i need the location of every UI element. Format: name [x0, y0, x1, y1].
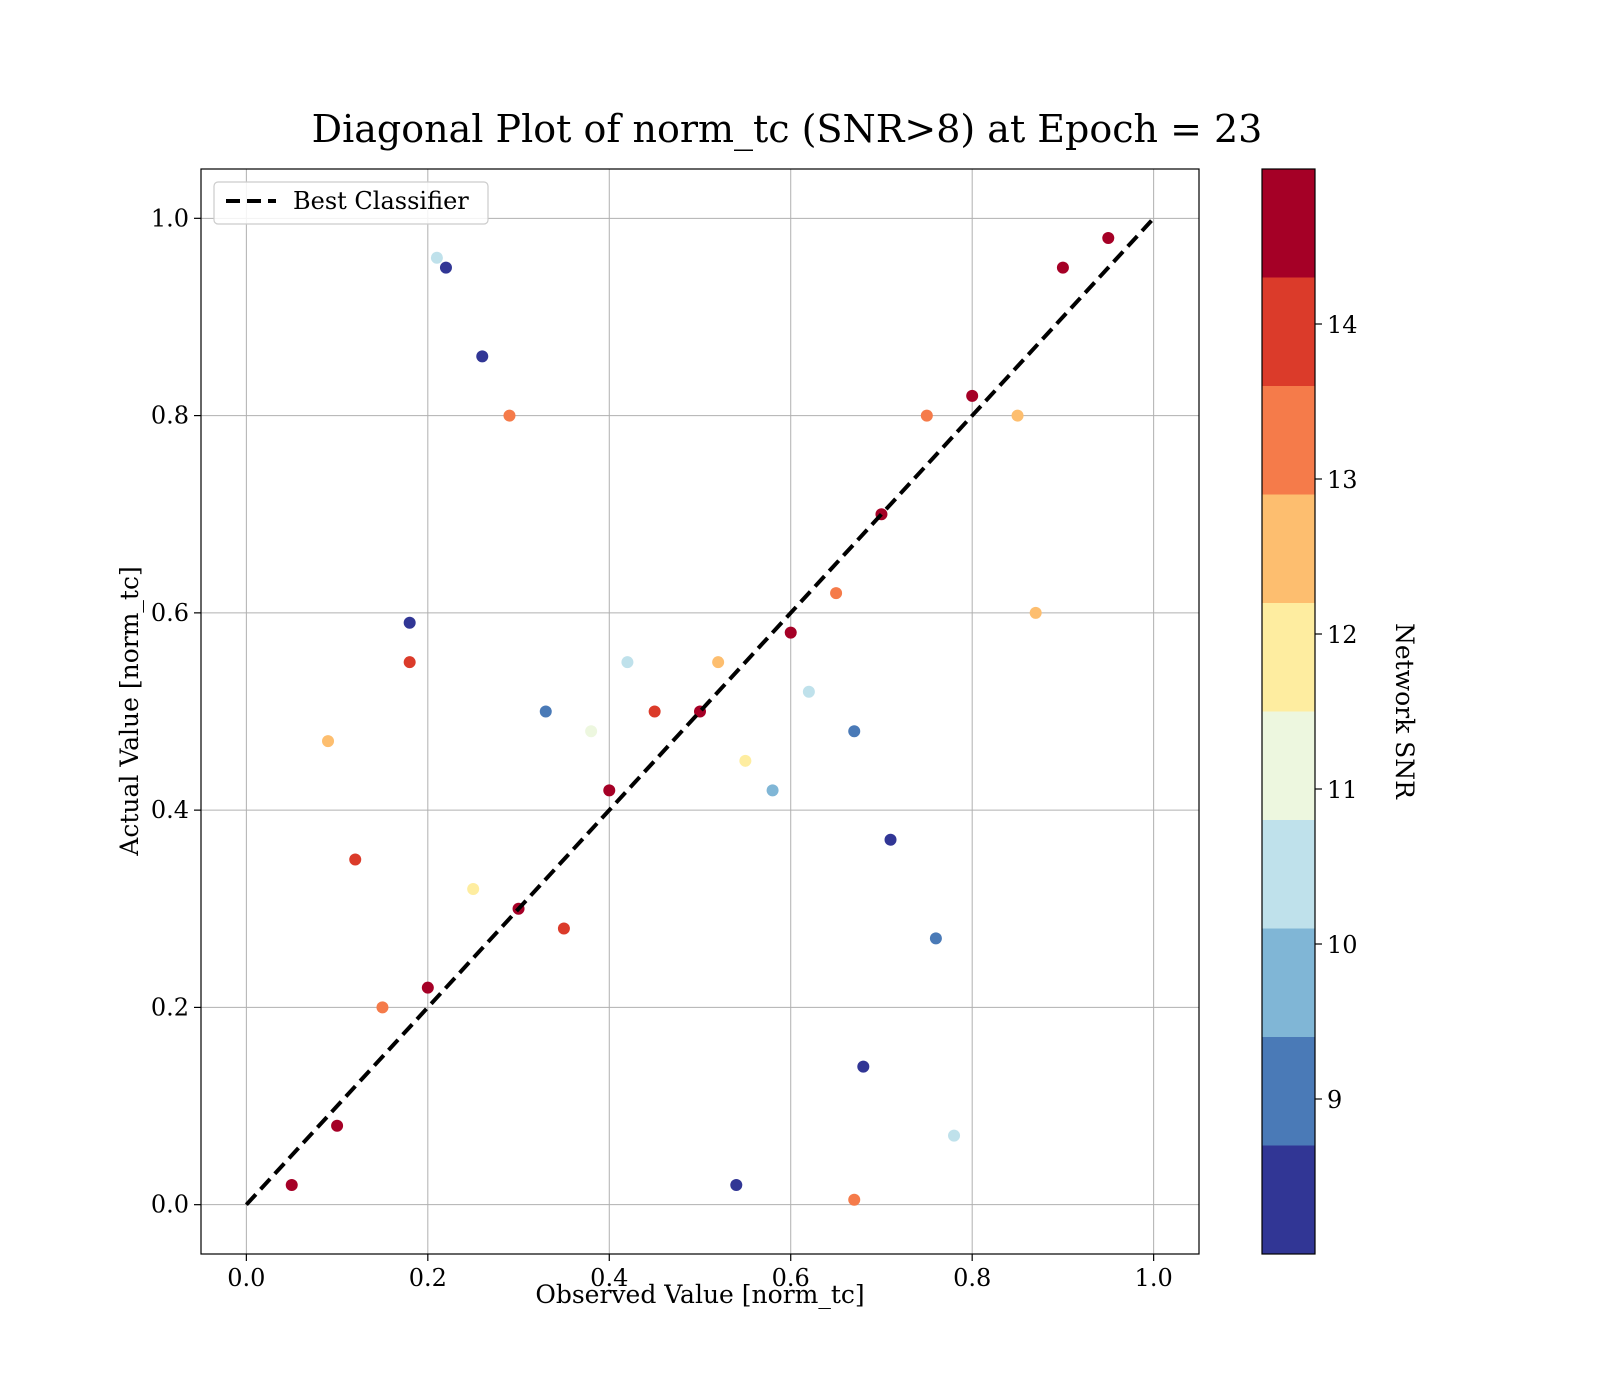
colorbar-bin-3: [1262, 820, 1315, 929]
y-axis-label: Actual Value [norm_tc]: [115, 566, 144, 856]
data-point-20: [585, 725, 598, 738]
colorbar-label: Network SNR: [1390, 623, 1419, 800]
colorbar-tick-label-5: 14: [1327, 311, 1358, 339]
plot-frame: [200, 168, 1200, 1255]
data-point-5: [603, 784, 616, 797]
best-classifier-line: [244, 216, 1156, 1207]
data-point-9: [1102, 232, 1115, 245]
chart-title: Diagonal Plot of norm_tc (SNR>8) at Epoc…: [312, 107, 1263, 152]
data-point-34: [848, 1193, 861, 1206]
colorbar-bin-0: [1262, 1145, 1315, 1254]
legend-box: [213, 181, 489, 225]
data-point-4: [331, 1119, 344, 1132]
colorbar-ticks: 9 10 11 12 13 14: [1315, 311, 1358, 1114]
data-point-29: [403, 616, 416, 629]
data-point-26: [439, 261, 452, 274]
data-point-25: [848, 725, 861, 738]
colorbar-tick-label-3: 12: [1327, 621, 1358, 649]
x-tick-label-1: 0.2: [409, 1264, 447, 1292]
data-point-23: [766, 784, 779, 797]
y-tick-label-2: 0.4: [151, 796, 189, 824]
data-point-19: [739, 754, 752, 767]
data-point-7: [966, 389, 979, 402]
legend-entry-best-classifier: Best Classifier: [293, 187, 469, 215]
data-point-35: [857, 1060, 870, 1073]
colorbar-tick-label-0: 9: [1327, 1086, 1342, 1114]
x-axis-ticks: 0.0 0.2 0.4 0.6 0.8 1.0: [227, 1254, 1173, 1292]
colorbar-bin-4: [1262, 711, 1315, 820]
data-point-24: [539, 705, 552, 718]
data-point-38: [322, 735, 335, 748]
y-tick-label-5: 1.0: [151, 204, 189, 232]
colorbar-bin-2: [1262, 928, 1315, 1037]
data-point-13: [830, 587, 843, 600]
colorbar-bin-5: [1262, 603, 1315, 712]
data-point-28: [476, 350, 489, 363]
data-point-37: [1029, 606, 1042, 619]
y-tick-label-4: 0.8: [151, 402, 189, 430]
data-point-14: [920, 409, 933, 422]
y-tick-label-3: 0.6: [151, 599, 189, 627]
data-point-3: [1056, 261, 1069, 274]
x-tick-label-4: 0.8: [953, 1264, 991, 1292]
colorbar-bin-9: [1262, 169, 1315, 278]
data-point-31: [730, 1178, 743, 1191]
data-point-17: [1011, 409, 1024, 422]
y-tick-label-0: 0.0: [151, 1191, 189, 1219]
data-point-6: [784, 626, 797, 639]
data-point-15: [376, 1001, 389, 1014]
data-point-27: [430, 251, 443, 264]
data-point-22: [621, 656, 634, 669]
data-point-40: [349, 853, 362, 866]
data-point-39: [503, 409, 516, 422]
data-point-32: [929, 932, 942, 945]
data-point-18: [467, 883, 480, 896]
colorbar-bin-1: [1262, 1037, 1315, 1146]
data-point-8: [421, 981, 434, 994]
colorbar-tick-label-2: 11: [1327, 776, 1358, 804]
colorbar: [1262, 169, 1315, 1254]
y-tick-label-1: 0.2: [151, 993, 189, 1021]
data-point-21: [802, 685, 815, 698]
data-point-10: [285, 1178, 298, 1191]
legend: Best Classifier: [213, 181, 489, 225]
colorbar-tick-label-4: 13: [1327, 466, 1358, 494]
x-tick-label-5: 1.0: [1135, 1264, 1173, 1292]
colorbar-bin-6: [1262, 494, 1315, 603]
colorbar-tick-label-1: 10: [1327, 931, 1358, 959]
x-tick-label-3: 0.6: [772, 1264, 810, 1292]
x-tick-label-2: 0.4: [590, 1264, 628, 1292]
data-point-33: [948, 1129, 961, 1142]
data-point-11: [648, 705, 661, 718]
data-point-30: [403, 656, 416, 669]
scatter-points: [285, 232, 1115, 1206]
colorbar-bin-7: [1262, 386, 1315, 495]
x-tick-label-0: 0.0: [227, 1264, 265, 1292]
data-point-16: [712, 656, 725, 669]
x-axis-label: Observed Value [norm_tc]: [535, 1280, 864, 1309]
y-axis-ticks: 0.0 0.2 0.4 0.6 0.8 1.0: [151, 204, 201, 1219]
colorbar-frame: [1261, 168, 1316, 1255]
data-point-12: [557, 922, 570, 935]
colorbar-bin-8: [1262, 277, 1315, 386]
data-point-36: [884, 833, 897, 846]
